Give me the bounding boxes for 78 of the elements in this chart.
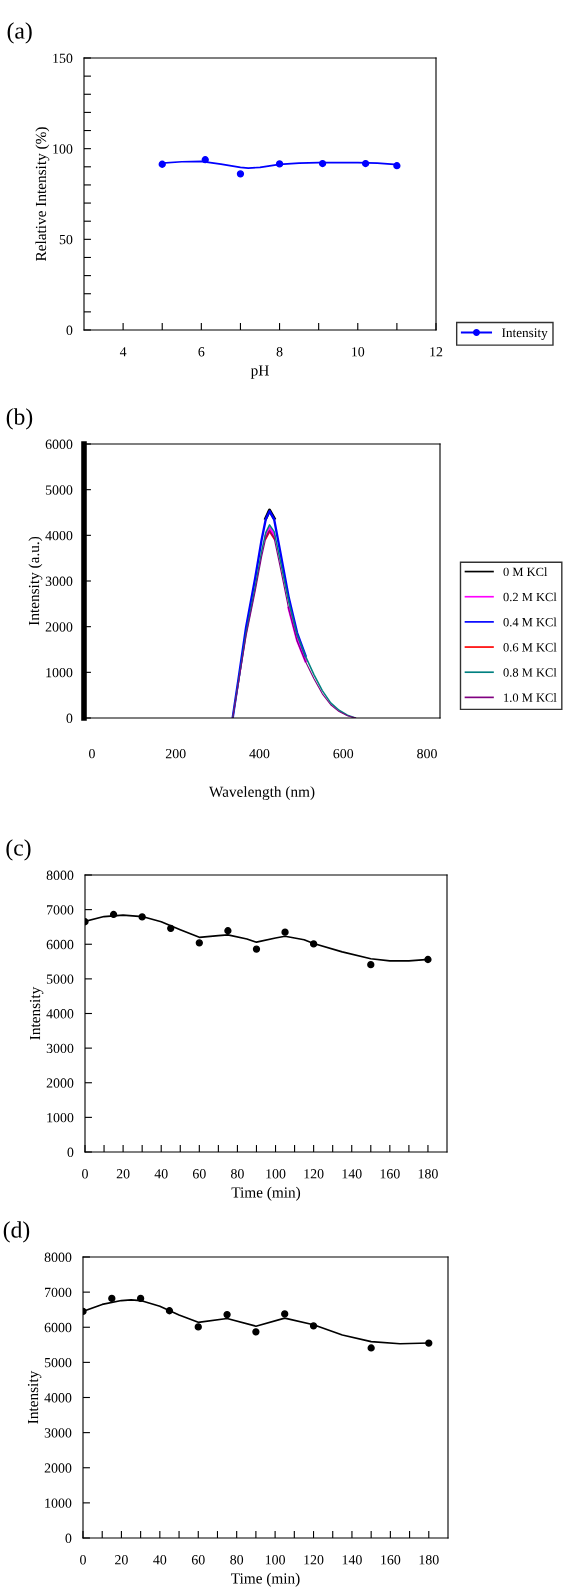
legend-label: Intensity [502,328,548,340]
chart-title: (c) [6,839,31,861]
legend-label: 0.8 M KCl [503,667,557,677]
x-tick-label: 80 [231,1169,244,1179]
legend-label: 1.0 M KCl [504,693,557,702]
y-tick-label: 4000 [46,1009,74,1019]
y-tick-label: 6000 [46,939,74,950]
chart-title: (a) [7,22,32,44]
x-tick-label: 40 [154,1169,168,1179]
x-tick-label: 4 [119,347,127,357]
x-tick-label: 400 [249,748,270,759]
x-tick-label: 8 [276,347,283,357]
x-tick-label: 120 [304,1555,324,1565]
x-tick-label: 160 [381,1555,401,1565]
x-tick-label: 40 [153,1555,167,1565]
y-tick-label: 100 [53,144,73,154]
y-tick-label: 4000 [45,530,73,541]
y-tick-label: 150 [53,53,73,63]
x-tick-label: 140 [342,1169,362,1179]
x-tick-label: 60 [191,1555,205,1565]
x-tick-label: 180 [418,1169,438,1179]
x-axis-title: Wavelength (nm) [208,786,315,801]
y-tick-label: 2000 [44,1463,72,1473]
x-tick-label: 140 [342,1555,362,1565]
x-tick-label: 200 [165,748,186,759]
y-tick-label: 8000 [46,870,74,880]
y-tick-label: 3000 [46,1043,74,1054]
x-tick-label: 20 [115,1555,128,1565]
x-tick-label: 12 [430,347,443,357]
legend-label: 0 M KCl [503,567,548,577]
x-axis-title: pH [250,365,269,379]
y-tick-label: 4000 [44,1393,72,1403]
legend-label: 0.6 M KCl [503,642,557,652]
x-tick-label: 80 [230,1555,244,1565]
y-tick-label: 5000 [46,974,74,984]
x-tick-label: 10 [352,347,365,357]
chart-title: (d) [3,1221,30,1243]
x-tick-label: 180 [419,1555,439,1565]
y-tick-label: 7000 [47,905,74,915]
y-tick-label: 0 [67,1147,74,1157]
y-tick-label: 7000 [45,1287,72,1298]
y-tick-label: 5000 [45,485,73,495]
y-tick-label: 3000 [44,1428,72,1438]
y-tick-label: 0 [65,1533,72,1543]
x-tick-label: 6 [198,347,205,357]
x-tick-label: 0 [80,1555,86,1565]
x-tick-label: 800 [417,748,437,759]
y-tick-label: 0 [66,713,73,723]
y-axis-title: Intensity [29,986,44,1040]
y-tick-label: 8000 [44,1252,72,1262]
x-tick-label: 100 [265,1555,285,1565]
y-tick-label: 1000 [47,1112,74,1123]
y-tick-label: 5000 [44,1357,72,1368]
y-tick-label: 6000 [44,1322,72,1333]
x-tick-label: 0 [82,1169,88,1179]
x-tick-label: 600 [333,748,354,759]
y-axis-title: Relative Intensity (%) [35,127,50,262]
y-axis-title: Intensity [27,1370,42,1424]
x-tick-label: 20 [116,1169,130,1179]
x-tick-label: 120 [304,1169,324,1179]
x-axis-title: Time (min) [231,1572,300,1587]
x-tick-label: 0 [89,748,95,759]
legend-label: 0.4 M KCl [503,617,557,627]
y-tick-label: 0 [66,325,73,335]
y-tick-label: 3000 [45,576,73,586]
chart-title: (b) [6,408,33,430]
y-tick-label: 1000 [46,667,73,678]
y-tick-label: 2000 [45,622,73,632]
x-tick-label: 100 [266,1169,286,1179]
y-tick-label: 1000 [45,1498,72,1508]
x-tick-label: 160 [380,1169,400,1179]
y-axis-title: Intensity (a.u.) [28,536,43,626]
legend-label: 0.2 M KCl [503,592,557,602]
y-tick-label: 2000 [46,1078,74,1088]
x-axis-title: Time (min) [231,1186,301,1201]
y-tick-label: 50 [59,234,73,245]
y-tick-label: 6000 [45,439,73,449]
x-tick-label: 60 [192,1169,206,1179]
